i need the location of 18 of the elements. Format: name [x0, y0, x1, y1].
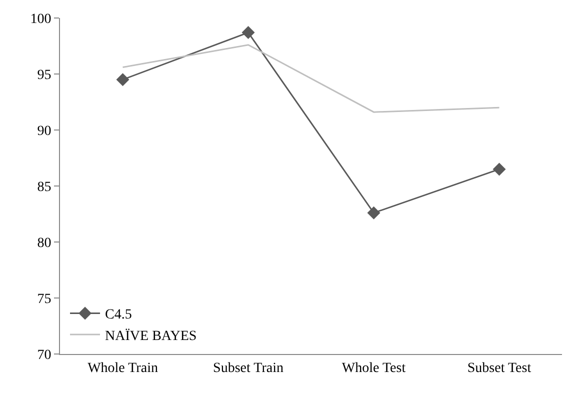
point — [367, 206, 380, 220]
y-tick-label: 80 — [37, 236, 52, 251]
x-tick-label: Whole Train — [88, 360, 158, 376]
x-tick-label: Whole Test — [342, 360, 406, 376]
x-tick-label: Subset Test — [467, 360, 532, 376]
legend-label: C4.5 — [105, 308, 132, 323]
y-tick-label: 95 — [37, 68, 52, 83]
y-tick-label: 75 — [37, 292, 52, 307]
y-tick-label: 70 — [37, 348, 52, 363]
point — [116, 73, 130, 86]
legend-label: NAÏVE BAYES — [105, 328, 197, 344]
line-series — [122, 44, 500, 113]
y-tick-label: 85 — [37, 180, 52, 195]
point — [242, 26, 255, 40]
y-tick-label: 100 — [30, 12, 52, 27]
point — [492, 162, 506, 176]
x-tick-label: Subset Train — [213, 360, 284, 376]
y-tick-label: 90 — [37, 124, 52, 139]
